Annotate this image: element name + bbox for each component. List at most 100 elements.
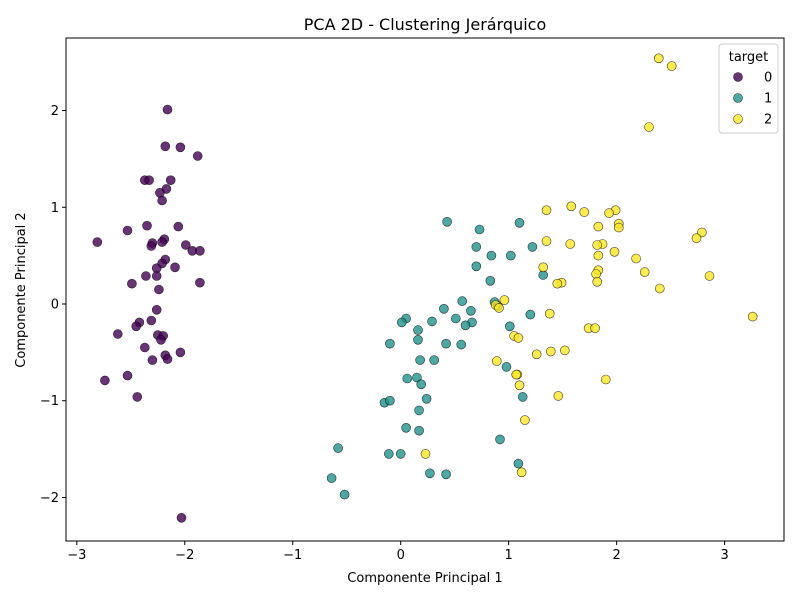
data-point-cluster-0 xyxy=(127,278,137,289)
data-point-cluster-2 xyxy=(691,233,702,243)
data-point-cluster-0 xyxy=(175,142,186,153)
data-point-cluster-2 xyxy=(654,283,665,294)
legend-label-1: 1 xyxy=(764,92,772,107)
x-tick-label: 1 xyxy=(505,548,513,563)
data-point-cluster-2 xyxy=(520,415,530,425)
data-point-cluster-2 xyxy=(639,267,650,277)
data-point-cluster-2 xyxy=(559,345,570,356)
data-point-cluster-0 xyxy=(122,225,133,236)
data-point-cluster-1 xyxy=(402,373,413,384)
data-point-cluster-2 xyxy=(590,323,600,334)
data-point-cluster-0 xyxy=(141,271,151,281)
data-point-cluster-2 xyxy=(604,208,614,218)
data-point-cluster-1 xyxy=(486,250,497,261)
data-point-cluster-1 xyxy=(383,449,394,459)
data-point-cluster-0 xyxy=(157,195,167,206)
legend-label-0: 0 xyxy=(764,71,772,86)
data-point-cluster-1 xyxy=(517,392,528,402)
data-point-cluster-2 xyxy=(514,380,525,391)
data-point-cluster-1 xyxy=(450,313,461,324)
data-point-cluster-2 xyxy=(541,205,552,215)
x-tick-label: 0 xyxy=(397,548,405,563)
data-point-cluster-2 xyxy=(545,346,556,357)
data-point-cluster-1 xyxy=(333,443,343,453)
data-point-cluster-0 xyxy=(195,246,205,256)
data-point-cluster-2 xyxy=(579,207,590,217)
data-point-cluster-0 xyxy=(157,237,167,247)
x-tick-label: −3 xyxy=(67,548,86,563)
data-point-cluster-1 xyxy=(413,334,423,345)
x-tick-label: 3 xyxy=(720,548,728,563)
data-point-cluster-1 xyxy=(441,469,451,480)
chart-title: PCA 2D - Clustering Jerárquico xyxy=(304,15,546,34)
data-point-cluster-1 xyxy=(525,309,536,320)
data-point-cluster-1 xyxy=(339,489,350,500)
x-axis-label: Componente Principal 1 xyxy=(347,571,502,586)
data-point-cluster-1 xyxy=(326,473,337,483)
data-point-cluster-0 xyxy=(146,315,157,326)
data-point-cluster-1 xyxy=(456,339,467,350)
data-point-cluster-2 xyxy=(609,247,620,257)
legend-title: target xyxy=(729,50,769,65)
data-point-cluster-1 xyxy=(439,303,449,314)
data-point-cluster-0 xyxy=(176,512,187,523)
data-point-cluster-0 xyxy=(100,375,110,386)
data-point-cluster-2 xyxy=(644,122,654,132)
data-point-cluster-2 xyxy=(592,240,603,250)
data-point-cluster-0 xyxy=(170,262,180,273)
data-point-cluster-0 xyxy=(151,271,162,281)
data-point-cluster-0 xyxy=(192,151,203,161)
data-point-cluster-2 xyxy=(491,356,502,366)
data-point-cluster-1 xyxy=(460,320,471,331)
data-point-cluster-1 xyxy=(505,250,516,261)
data-point-cluster-0 xyxy=(146,241,157,251)
data-point-cluster-0 xyxy=(132,392,143,402)
data-point-cluster-2 xyxy=(600,374,611,385)
data-point-cluster-2 xyxy=(592,276,603,287)
legend-marker-0 xyxy=(733,72,743,82)
data-point-cluster-0 xyxy=(131,321,141,332)
data-point-cluster-0 xyxy=(160,141,171,152)
data-point-cluster-2 xyxy=(553,391,564,401)
data-point-cluster-0 xyxy=(92,237,103,247)
y-axis-ticks: −2 −1 0 1 2 xyxy=(40,104,66,506)
data-point-cluster-1 xyxy=(395,449,406,459)
data-point-cluster-0 xyxy=(140,342,150,353)
data-point-cluster-2 xyxy=(552,278,563,289)
data-point-cluster-1 xyxy=(427,316,437,327)
data-point-cluster-1 xyxy=(442,217,452,227)
legend-marker-1 xyxy=(733,93,743,103)
data-point-cluster-2 xyxy=(544,308,555,319)
data-point-cluster-0 xyxy=(144,175,154,185)
data-point-cluster-2 xyxy=(420,449,431,459)
data-point-cluster-1 xyxy=(513,458,524,469)
x-tick-label: 2 xyxy=(613,548,621,563)
data-point-cluster-2 xyxy=(531,349,542,360)
y-tick-label: 2 xyxy=(51,104,59,119)
x-tick-label: −2 xyxy=(175,548,194,563)
data-point-cluster-2 xyxy=(499,295,510,305)
data-point-cluster-2 xyxy=(747,311,758,322)
points-layer xyxy=(92,53,758,523)
data-point-cluster-1 xyxy=(485,275,496,286)
data-point-cluster-1 xyxy=(514,218,525,228)
data-point-cluster-0 xyxy=(173,221,184,232)
y-tick-label: −2 xyxy=(40,491,59,506)
y-tick-label: 0 xyxy=(51,298,59,313)
data-point-cluster-1 xyxy=(501,362,512,372)
data-point-cluster-1 xyxy=(385,395,395,406)
data-point-cluster-0 xyxy=(154,284,164,295)
data-point-cluster-1 xyxy=(441,338,451,349)
data-point-cluster-1 xyxy=(474,224,485,235)
data-point-cluster-1 xyxy=(429,355,440,365)
data-point-cluster-0 xyxy=(195,277,205,288)
data-point-cluster-1 xyxy=(396,317,407,328)
y-tick-label: −1 xyxy=(40,394,59,409)
legend-marker-2 xyxy=(733,114,743,124)
plot-frame xyxy=(65,37,785,542)
data-point-cluster-2 xyxy=(653,53,664,64)
data-point-cluster-1 xyxy=(413,325,423,335)
legend: target 0 1 2 xyxy=(718,43,779,134)
